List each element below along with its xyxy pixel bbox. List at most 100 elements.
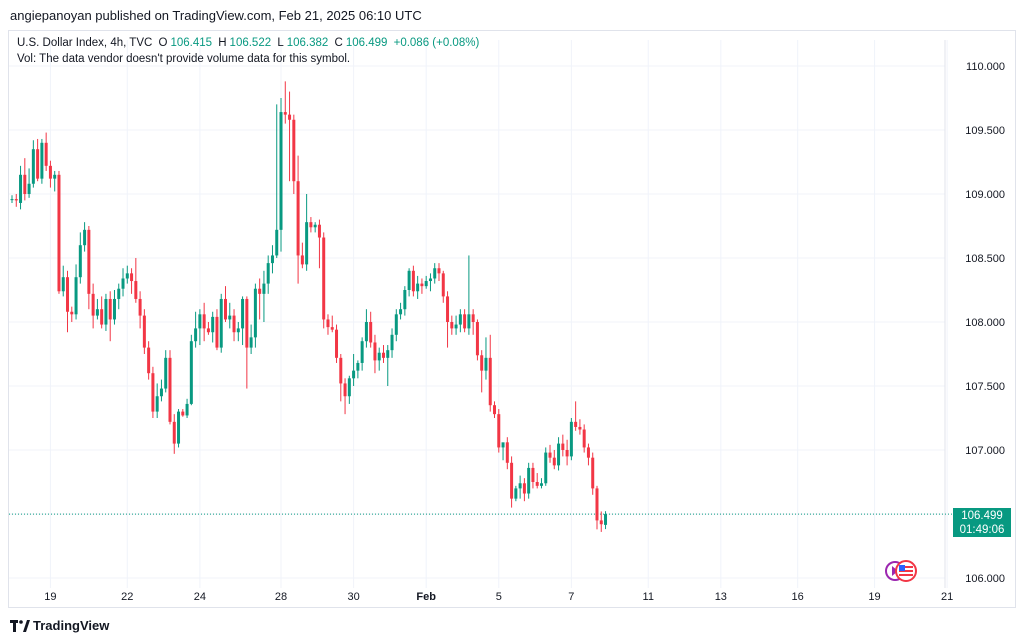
candle: [66, 270, 70, 333]
candle-body: [245, 298, 249, 348]
candle: [548, 444, 552, 463]
candle-body: [219, 298, 223, 348]
candle: [275, 104, 279, 258]
candle-body: [373, 342, 377, 361]
candle: [95, 298, 99, 320]
candle: [335, 324, 339, 363]
candle: [407, 268, 411, 297]
candle: [369, 311, 373, 348]
candle-body: [381, 352, 385, 358]
candle: [61, 265, 65, 297]
candle-body: [501, 442, 505, 448]
candle-body: [582, 429, 586, 448]
chart-frame[interactable]: [8, 30, 1016, 608]
candle: [428, 273, 432, 292]
time-tick-label: 19: [44, 591, 56, 603]
high-value: 106.522: [229, 37, 272, 49]
candle-body: [181, 411, 185, 416]
price-axis: 106.000106.500107.000107.500108.000108.5…: [965, 61, 1005, 585]
candle-body: [198, 314, 202, 329]
symbol-title[interactable]: U.S. Dollar Index, 4h, TVC: [17, 37, 153, 49]
candle-body: [578, 426, 582, 430]
candle: [544, 447, 548, 486]
time-tick-label: 13: [715, 591, 727, 603]
candle-body: [416, 283, 420, 292]
candle: [565, 439, 569, 466]
candle: [117, 283, 121, 310]
candle: [147, 341, 151, 380]
candle: [497, 409, 501, 453]
candle: [292, 114, 296, 194]
candle-body: [224, 298, 227, 320]
candle-body: [91, 293, 95, 316]
candle: [463, 309, 467, 333]
tradingview-logo-icon[interactable]: [10, 620, 30, 632]
time-tick-label: 11: [643, 591, 654, 603]
candle-body: [493, 405, 497, 415]
candle-body: [450, 322, 454, 329]
candle-body: [134, 281, 138, 299]
candle: [394, 309, 398, 342]
candle-body: [236, 328, 240, 333]
candle-body: [360, 341, 364, 363]
candle-body: [339, 357, 343, 384]
events-flag-icon[interactable]: [884, 560, 918, 582]
candle: [266, 255, 270, 294]
candle: [91, 283, 95, 329]
candle: [104, 293, 108, 331]
candle: [582, 424, 586, 453]
low-label: L: [277, 37, 284, 49]
candle: [480, 350, 484, 393]
candle: [44, 132, 48, 171]
candle-body: [309, 222, 313, 228]
candle-body: [480, 355, 484, 371]
candle-body: [604, 514, 608, 525]
candle: [262, 270, 266, 322]
candle: [309, 217, 313, 233]
candle-body: [10, 199, 14, 201]
candle-body: [87, 229, 91, 294]
candle-body: [522, 483, 526, 494]
open-label: O: [158, 37, 168, 49]
candle: [215, 309, 219, 351]
candle: [177, 409, 181, 448]
low-value: 106.382: [286, 37, 329, 49]
candle: [552, 450, 556, 470]
candle: [437, 263, 441, 282]
candle: [57, 170, 61, 294]
last-price-value: 106.499: [961, 510, 1003, 522]
candle-body: [595, 488, 599, 521]
candle-body: [394, 314, 398, 335]
candle-body: [497, 414, 501, 448]
candle-body: [211, 316, 215, 333]
candle-body: [266, 263, 270, 284]
candle-body: [27, 183, 31, 194]
candle: [381, 345, 385, 363]
time-tick-label: 22: [121, 591, 133, 603]
candle-body: [352, 370, 356, 379]
candle: [258, 278, 262, 320]
candles: [10, 81, 608, 532]
candle: [194, 311, 198, 348]
candle-body: [591, 457, 595, 489]
candle: [245, 296, 249, 389]
candle: [121, 268, 125, 297]
candle: [450, 315, 454, 335]
candle-body: [446, 296, 450, 322]
candle-body: [112, 298, 116, 320]
candle-body: [586, 447, 590, 458]
candle: [27, 168, 31, 198]
candle-body: [206, 328, 210, 333]
candle: [586, 443, 590, 466]
candle-body: [57, 174, 61, 292]
candle-body: [561, 443, 565, 450]
candle-body: [569, 421, 573, 457]
chart-legend[interactable]: U.S. Dollar Index, 4h, TVC O 106.415 H 106…: [17, 35, 482, 67]
candle: [356, 360, 360, 379]
candle-body: [437, 268, 441, 274]
tradingview-brand[interactable]: TradingView: [33, 618, 110, 633]
candle: [317, 219, 321, 269]
candle-body: [535, 482, 539, 486]
price-tick-label: 108.500: [965, 253, 1005, 265]
